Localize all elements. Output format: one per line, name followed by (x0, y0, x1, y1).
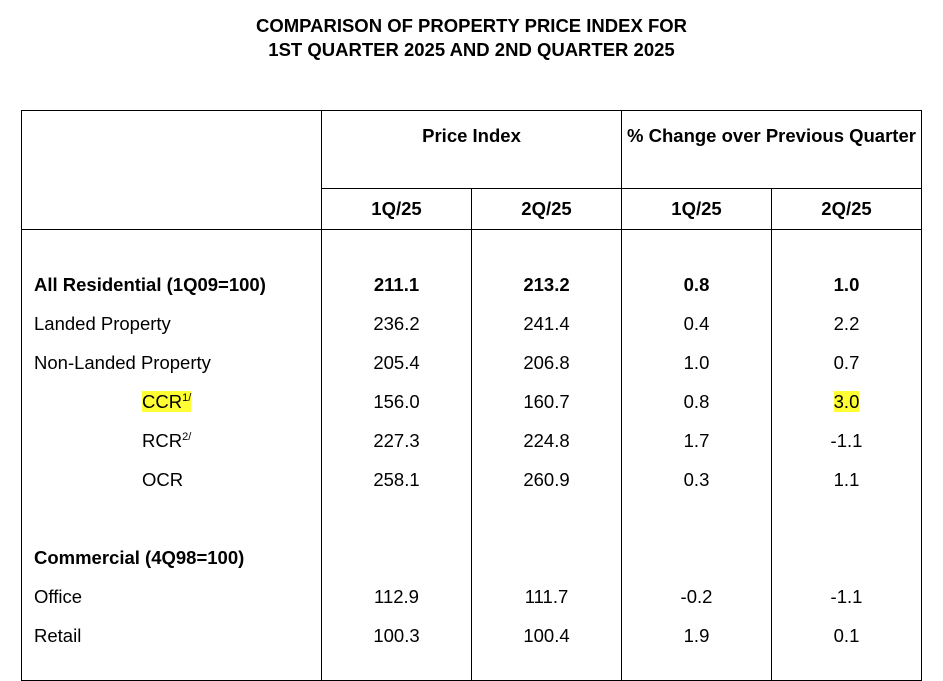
spacer-row (22, 499, 922, 538)
row-label-commercial: Commercial (4Q98=100) (34, 546, 245, 568)
price-index-table: Price Index % Change over Previous Quart… (21, 110, 922, 681)
cell-value: 213.2 (471, 265, 622, 304)
cell-value: 258.1 (321, 460, 472, 499)
cell-value: -1.1 (771, 577, 922, 616)
cell-value: 1.1 (771, 460, 922, 499)
table-row: Retail 100.3 100.4 1.9 0.1 (22, 616, 922, 655)
cell-value-highlighted: 3.0 (771, 382, 922, 421)
header-pct-change: % Change over Previous Quarter (621, 110, 922, 189)
header-pi-q2: 2Q/25 (471, 188, 622, 230)
cell-value: 236.2 (321, 304, 472, 343)
header-row-2: 1Q/25 2Q/25 1Q/25 2Q/25 (22, 188, 922, 230)
footnote-marker: 1/ (182, 391, 192, 404)
page-title: COMPARISON OF PROPERTY PRICE INDEX FOR 1… (0, 14, 943, 62)
cell-value: 156.0 (321, 382, 472, 421)
row-label-retail: Retail (34, 624, 82, 646)
cell-value: 224.8 (471, 421, 622, 460)
cell-value: 0.1 (771, 616, 922, 655)
row-label-ccr: CCR1/ (22, 382, 322, 421)
table-row: Non-Landed Property 205.4 206.8 1.0 0.7 (22, 343, 922, 382)
highlighted-text: 3.0 (833, 390, 860, 412)
header-ch-q1: 1Q/25 (621, 188, 772, 230)
cell-value: 260.9 (471, 460, 622, 499)
header-blank-cell (21, 110, 322, 230)
cell-value: -0.2 (621, 577, 772, 616)
row-label-non-landed: Non-Landed Property (34, 351, 211, 373)
row-label-rcr: RCR2/ (22, 421, 322, 460)
cell-value: 206.8 (471, 343, 622, 382)
cell-value: 0.8 (621, 382, 772, 421)
cell-value: 112.9 (321, 577, 472, 616)
row-label-all-residential: All Residential (1Q09=100) (34, 273, 266, 295)
cell-value: 0.7 (771, 343, 922, 382)
row-label-landed: Landed Property (34, 312, 171, 334)
highlighted-text: CCR1/ (142, 390, 192, 412)
cell-value: 227.3 (321, 421, 472, 460)
table-row: RCR2/ 227.3 224.8 1.7 -1.1 (22, 421, 922, 460)
row-label-ocr: OCR (142, 468, 184, 490)
title-line-1: COMPARISON OF PROPERTY PRICE INDEX FOR (255, 15, 688, 36)
header-ch-q2: 2Q/25 (771, 188, 922, 230)
table-row: All Residential (1Q09=100) 211.1 213.2 0… (22, 265, 922, 304)
cell-value: 160.7 (471, 382, 622, 421)
ccr-label: CCR (142, 390, 183, 412)
cell-value: 1.0 (621, 343, 772, 382)
table-row: CCR1/ 156.0 160.7 0.8 3.0 (22, 382, 922, 421)
cell-value: 111.7 (471, 577, 622, 616)
spacer-row (22, 229, 922, 265)
header-row-1: Price Index % Change over Previous Quart… (21, 110, 922, 230)
row-label-office: Office (34, 585, 82, 607)
cell-value: 100.3 (321, 616, 472, 655)
cell-value: 1.7 (621, 421, 772, 460)
table-row: Office 112.9 111.7 -0.2 -1.1 (22, 577, 922, 616)
cell-value: 0.3 (621, 460, 772, 499)
rcr-label: RCR (142, 429, 183, 451)
title-line-2: 1ST QUARTER 2025 AND 2ND QUARTER 2025 (268, 39, 675, 60)
cell-value: 0.8 (621, 265, 772, 304)
header-pi-q1: 1Q/25 (321, 188, 472, 230)
cell-value: 241.4 (471, 304, 622, 343)
cell-value: 100.4 (471, 616, 622, 655)
spacer-row (22, 655, 922, 681)
cell-value: 0.4 (621, 304, 772, 343)
cell-value: 1.9 (621, 616, 772, 655)
table-row: Landed Property 236.2 241.4 0.4 2.2 (22, 304, 922, 343)
table-row: Commercial (4Q98=100) (22, 538, 922, 577)
header-price-index: Price Index (321, 110, 622, 189)
footnote-marker: 2/ (182, 430, 192, 443)
cell-value: 2.2 (771, 304, 922, 343)
cell-value: 1.0 (771, 265, 922, 304)
table-row: OCR 258.1 260.9 0.3 1.1 (22, 460, 922, 499)
cell-value: 205.4 (321, 343, 472, 382)
cell-value: 211.1 (321, 265, 472, 304)
cell-value: -1.1 (771, 421, 922, 460)
